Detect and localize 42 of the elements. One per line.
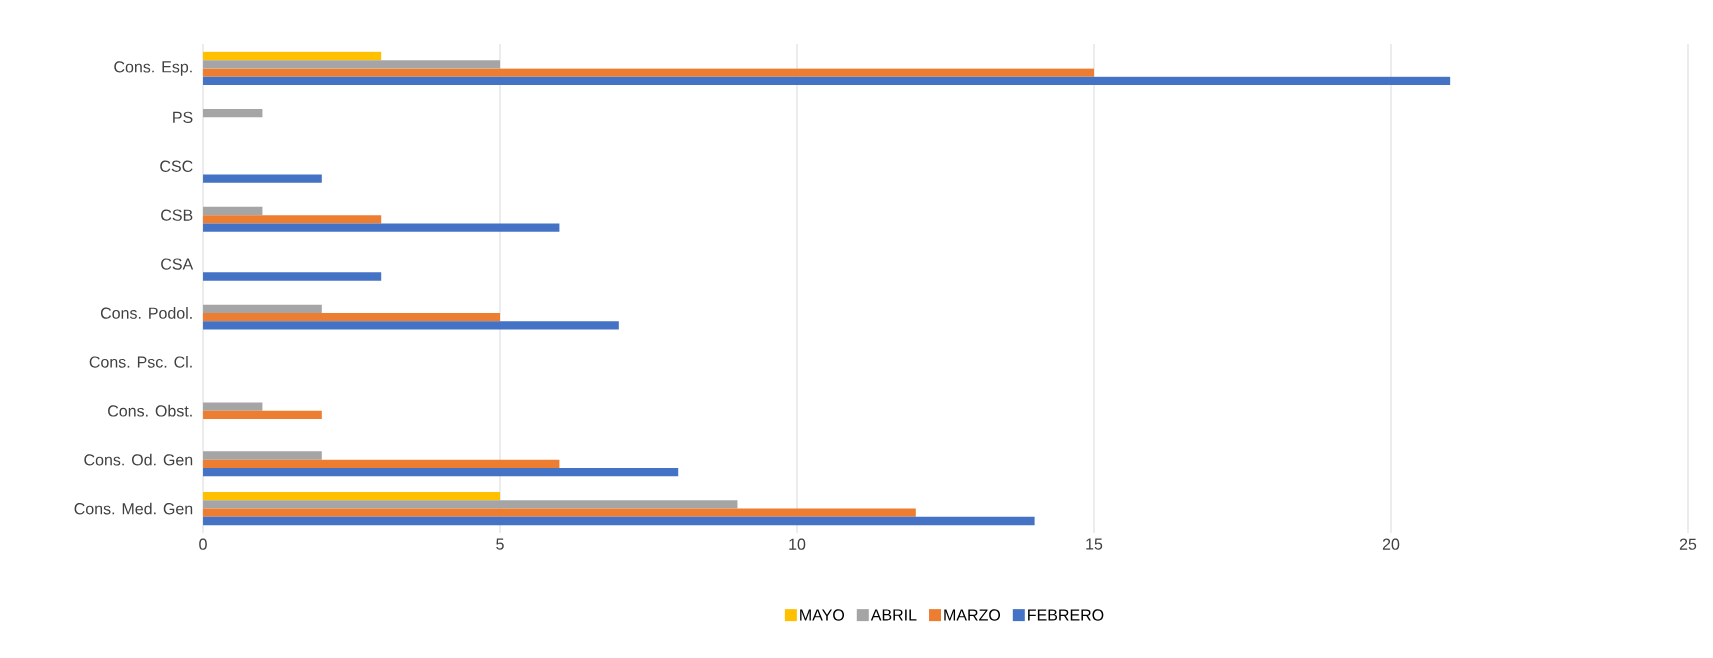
bar <box>203 491 501 501</box>
y-tick-label: Cons. Od. Gen <box>84 453 193 466</box>
y-tick-label: PS <box>173 111 193 124</box>
bar <box>203 467 679 477</box>
y-tick-label: CSC <box>160 160 193 172</box>
y-tick-label: CSA <box>161 258 194 270</box>
x-tick-label: 0 <box>199 538 207 550</box>
y-tick-label: CSB <box>161 209 193 221</box>
bar <box>203 272 382 281</box>
bar <box>203 174 322 183</box>
bar <box>203 51 382 61</box>
y-tick-label: Cons. Med. Gen <box>74 502 193 515</box>
bar <box>203 68 1094 77</box>
bar <box>203 402 263 411</box>
bar <box>203 410 322 420</box>
x-tick-label: 20 <box>1382 538 1400 550</box>
bar <box>203 206 263 216</box>
bar <box>203 312 501 322</box>
y-tick-label: Cons. Obst. <box>108 404 192 417</box>
x-tick-label: 15 <box>1086 538 1103 550</box>
y-tick-label: Cons. Esp. <box>114 61 192 76</box>
bar <box>203 223 560 232</box>
bar <box>203 500 738 509</box>
x-tick-label: 25 <box>1679 538 1697 550</box>
bar <box>203 451 322 460</box>
bar <box>203 508 916 517</box>
legend-label: ABRIL <box>870 609 917 621</box>
bar <box>203 60 501 69</box>
y-tick-label: Cons. Psc. Cl. <box>89 355 192 368</box>
bar <box>203 459 560 468</box>
bar <box>203 109 263 118</box>
legend-label: MARZO <box>944 609 1001 621</box>
bar <box>203 76 1451 86</box>
x-tick-label: 5 <box>496 538 504 550</box>
bar <box>203 321 619 330</box>
legend-label: FEBRERO <box>1028 609 1104 621</box>
x-tick-label: 10 <box>789 538 806 550</box>
bar <box>203 304 322 313</box>
bar <box>203 215 382 224</box>
y-tick-label: Cons. Podol. <box>100 307 192 319</box>
legend-label: MAYO <box>800 609 845 621</box>
bar <box>203 516 1035 526</box>
